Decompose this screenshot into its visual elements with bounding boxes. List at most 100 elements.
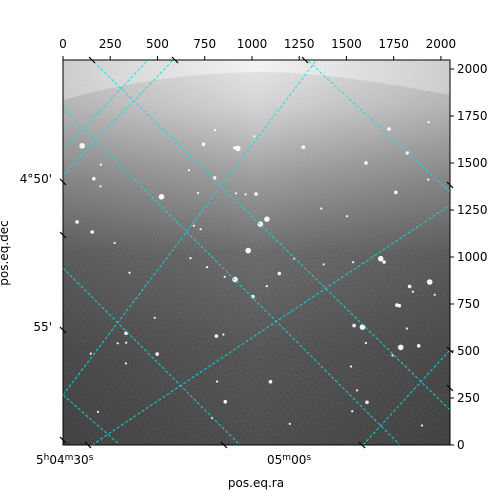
star-52 (264, 216, 270, 222)
star-47 (433, 293, 436, 296)
star-55 (345, 215, 349, 218)
y-tick-label-0: 0 (457, 438, 465, 452)
star-12 (244, 193, 247, 196)
world-tick-1 (88, 56, 96, 64)
y-tick-label-3: 750 (457, 297, 480, 311)
grid-line-6 (63, 60, 318, 396)
x-tick-label-5: 1250 (284, 37, 315, 51)
plot-frame (62, 59, 451, 446)
star-57 (223, 399, 228, 404)
star-20 (391, 354, 394, 357)
star-28 (394, 190, 398, 195)
x-tick-label-4: 1000 (237, 37, 268, 51)
dec-tick-label-2: 55' (33, 320, 52, 334)
star-46 (377, 255, 384, 262)
star-63 (387, 127, 391, 131)
x-tick-label-3: 750 (193, 37, 216, 51)
star-33 (364, 161, 368, 165)
star-3 (359, 324, 366, 330)
star-67 (99, 185, 102, 188)
coordinate-grid (63, 60, 450, 445)
world-tick-6 (446, 181, 454, 189)
star-65 (153, 316, 156, 319)
world-tick-7 (446, 346, 454, 354)
world-tick-12 (59, 436, 67, 444)
grid-line-1 (63, 267, 241, 445)
grid-line-0 (91, 60, 450, 411)
y-axis-label: pos.eq.dec (0, 220, 11, 285)
star-21 (75, 220, 79, 224)
star-9 (234, 192, 238, 195)
star-32 (90, 230, 94, 234)
star-10 (124, 362, 127, 365)
star-75 (99, 163, 102, 166)
star-50 (206, 266, 209, 269)
star-30 (268, 379, 273, 384)
top-axis-ticks: 0 250 500 750 1000 1250 1500 1750 2000 (59, 37, 456, 60)
grid-line-4 (63, 394, 121, 445)
grid-line-8 (362, 349, 450, 445)
world-axis-ticks (59, 56, 454, 449)
x-tick-label-2: 500 (146, 37, 169, 51)
star-35 (245, 247, 251, 254)
star-5 (277, 271, 282, 276)
star-39 (92, 176, 96, 181)
ra-tick-label-2: 05m00s (267, 453, 311, 467)
star-72 (192, 224, 195, 227)
star-37 (416, 344, 421, 348)
grid-line-7 (91, 204, 450, 445)
y-tick-label-5: 1250 (457, 203, 488, 217)
star-31 (253, 135, 256, 138)
star-26 (365, 400, 369, 405)
star-58 (128, 271, 131, 274)
star-71 (116, 342, 119, 345)
star-14 (235, 145, 241, 152)
star-34 (301, 145, 306, 149)
y-tick-label-8: 2000 (457, 62, 488, 76)
star-77 (233, 146, 236, 149)
star-49 (397, 344, 404, 351)
star-36 (352, 261, 355, 264)
grid-line-5 (63, 60, 174, 176)
star-76 (351, 410, 354, 413)
world-tick-10 (301, 56, 309, 64)
star-62 (213, 129, 217, 132)
star-27 (125, 341, 128, 344)
x-tick-label-6: 1500 (331, 37, 362, 51)
world-tick-3 (59, 178, 67, 186)
star-6 (420, 424, 424, 427)
star-48 (349, 365, 353, 368)
grid-line-2 (63, 107, 401, 445)
star-8 (320, 207, 323, 210)
star-11 (96, 410, 100, 413)
ra-tick-label-1: 5h04m30s (36, 453, 94, 467)
star-23 (427, 121, 430, 124)
star-43 (322, 263, 325, 266)
star-29 (79, 143, 85, 149)
x-tick-label-0: 0 (59, 37, 67, 51)
y-tick-label-6: 1500 (457, 156, 488, 170)
star-56 (216, 380, 219, 383)
world-tick-5 (59, 326, 67, 334)
star-64 (197, 191, 200, 195)
star-22 (214, 334, 219, 338)
star-73 (113, 241, 116, 244)
star-38 (201, 142, 206, 147)
world-tick-11 (171, 56, 179, 64)
stars-layer (75, 121, 436, 427)
y-tick-label-7: 1750 (457, 109, 488, 123)
star-74 (265, 285, 268, 288)
star-79 (199, 228, 202, 231)
grid-line-9 (63, 60, 149, 151)
dec-tick-label-1: 4°50' (20, 172, 52, 186)
star-13 (352, 323, 356, 328)
world-tick-8 (446, 384, 454, 392)
star-19 (355, 389, 359, 392)
x-tick-label-7: 1750 (378, 37, 409, 51)
star-15 (222, 333, 225, 336)
star-78 (158, 194, 165, 200)
star-60 (89, 352, 92, 355)
star-17 (382, 260, 386, 264)
star-70 (364, 341, 367, 345)
